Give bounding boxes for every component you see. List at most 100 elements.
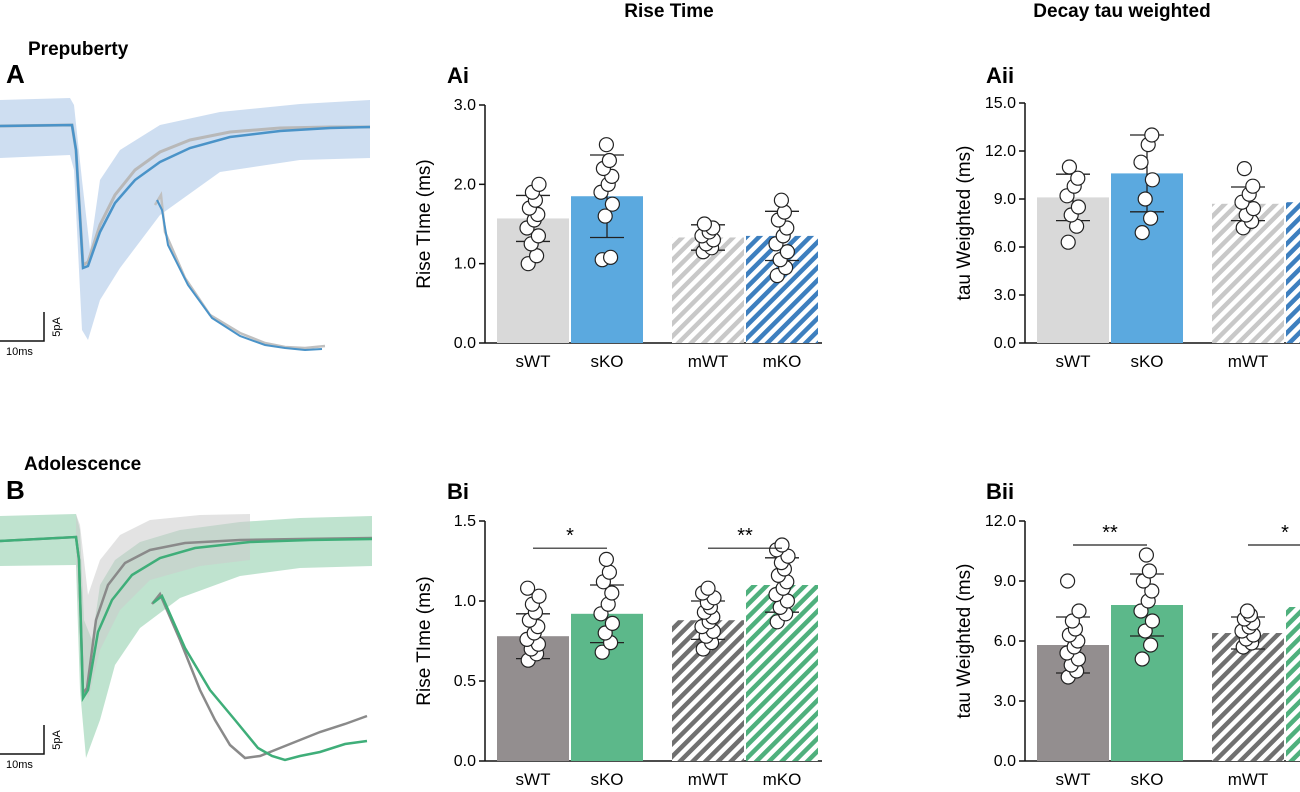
data-point bbox=[604, 585, 620, 601]
y-tick-label: 1.5 bbox=[454, 513, 476, 530]
data-point bbox=[598, 551, 615, 568]
y-tick-label: 1.0 bbox=[454, 256, 476, 273]
data-point bbox=[601, 564, 618, 580]
y-tick-label: 0.5 bbox=[454, 673, 476, 690]
bar-chart-aii: Aii 0.0 3.0 6.0 9.0 12.0 15.0 tau Weighted (ms)… bbox=[954, 63, 1300, 371]
y-tick-label: 9.0 bbox=[994, 191, 1016, 208]
trace-b-wt-band bbox=[76, 514, 250, 700]
data-point bbox=[1070, 199, 1087, 215]
trace-a-ko bbox=[0, 123, 371, 270]
data-point bbox=[602, 249, 619, 265]
significance-marker: ** bbox=[1102, 522, 1118, 544]
panel-label-bi: Bi bbox=[447, 479, 469, 504]
data-point bbox=[773, 192, 790, 208]
data-point bbox=[1144, 127, 1160, 143]
data-point bbox=[779, 244, 796, 260]
y-tick-label: 12.0 bbox=[985, 143, 1016, 160]
data-point bbox=[1134, 225, 1150, 241]
bar-chart-bi: Bi 0.0 0.5 1.0 1.5 Rise TIme (ms) sWT sKO mWT mKO… bbox=[414, 479, 822, 789]
data-point bbox=[1070, 170, 1086, 186]
scale-x-b: 10ms bbox=[6, 759, 33, 771]
trace-b-variance-band bbox=[0, 514, 372, 758]
data-point bbox=[1142, 637, 1159, 653]
data-point bbox=[1144, 583, 1160, 599]
inset-b-ko bbox=[152, 594, 368, 762]
data-point bbox=[1239, 603, 1256, 619]
y-tick-label: 0.0 bbox=[994, 335, 1016, 352]
scale-x-a: 10ms bbox=[6, 346, 33, 358]
bar-mwt bbox=[1212, 633, 1284, 761]
x-tick-label: sKO bbox=[590, 352, 623, 371]
significance-marker: ** bbox=[737, 525, 753, 547]
bar-mko bbox=[1286, 607, 1300, 761]
panel-label-bii: Bii bbox=[986, 479, 1014, 504]
y-axis-label: Rise TIme (ms) bbox=[414, 576, 435, 705]
scale-y-a: 5pA bbox=[51, 317, 63, 337]
x-tick-label: sKO bbox=[1130, 352, 1163, 371]
header-rise-time: Rise Time bbox=[624, 1, 713, 22]
header-decay-tau: Decay tau weighted bbox=[1033, 1, 1210, 22]
y-tick-label: 3.0 bbox=[454, 97, 476, 114]
data-point bbox=[594, 644, 610, 660]
y-tick-label: 3.0 bbox=[994, 287, 1016, 304]
x-tick-label: mWT bbox=[1228, 352, 1269, 371]
bar-mko bbox=[1286, 202, 1300, 343]
x-tick-label: mKO bbox=[763, 352, 802, 371]
data-point bbox=[1134, 651, 1150, 667]
data-point bbox=[1133, 154, 1149, 170]
scale-bar-b bbox=[0, 725, 45, 755]
data-point bbox=[1071, 603, 1087, 619]
data-point bbox=[598, 137, 615, 153]
trace-panel-a: 10ms 5pA bbox=[0, 98, 371, 358]
x-tick-label: sWT bbox=[516, 352, 551, 371]
data-point bbox=[1236, 161, 1253, 177]
y-tick-label: 0.0 bbox=[454, 753, 476, 770]
trace-a-variance-band bbox=[0, 98, 370, 340]
data-point bbox=[774, 537, 790, 553]
bar-chart-bii: Bii 0.0 3.0 6.0 9.0 12.0 tau Weighted (ms) sWT s… bbox=[954, 479, 1300, 789]
panel-label-ai: Ai bbox=[447, 63, 469, 88]
y-tick-label: 6.0 bbox=[994, 633, 1016, 650]
y-axis-label: Rise TIme (ms) bbox=[414, 159, 435, 288]
data-point bbox=[696, 216, 713, 232]
x-tick-label: mWT bbox=[688, 352, 729, 371]
data-point bbox=[1144, 172, 1161, 188]
data-point bbox=[1060, 234, 1076, 250]
data-point bbox=[1061, 159, 1078, 175]
bar-chart-ai: Ai 0.0 1.0 2.0 3.0 Rise TIme (ms) sWT sKO mWT mKO bbox=[414, 63, 822, 371]
data-point bbox=[1137, 191, 1153, 207]
data-point bbox=[604, 615, 621, 632]
data-point bbox=[1059, 573, 1076, 589]
x-tick-label: mKO bbox=[763, 770, 802, 787]
data-point bbox=[1245, 178, 1261, 194]
panel-label-b: B bbox=[6, 475, 25, 505]
y-tick-label: 1.0 bbox=[454, 593, 476, 610]
data-point bbox=[597, 208, 613, 224]
panel-title-adolescence: Adolescence bbox=[24, 454, 141, 475]
data-point bbox=[1138, 547, 1155, 563]
y-tick-label: 0.0 bbox=[994, 753, 1016, 770]
significance-marker: * bbox=[1281, 522, 1289, 544]
x-tick-label: sKO bbox=[590, 770, 623, 787]
x-tick-label: mWT bbox=[1228, 770, 1269, 787]
data-point bbox=[700, 580, 716, 596]
data-point bbox=[1144, 613, 1161, 629]
data-point bbox=[531, 588, 547, 604]
x-tick-label: mWT bbox=[688, 770, 729, 787]
x-tick-label: sWT bbox=[1056, 352, 1091, 371]
scale-bar-a bbox=[0, 312, 45, 342]
data-point bbox=[1141, 563, 1158, 579]
data-point bbox=[1142, 210, 1159, 226]
y-axis-label: tau Weighted (ms) bbox=[954, 564, 975, 719]
x-tick-label: sWT bbox=[516, 770, 551, 787]
data-point bbox=[530, 228, 547, 244]
panel-label-a: A bbox=[6, 59, 25, 89]
x-tick-label: sWT bbox=[1056, 770, 1091, 787]
y-tick-label: 12.0 bbox=[985, 513, 1016, 530]
inset-b-wt bbox=[151, 591, 368, 760]
trace-panel-b: 10ms 5pA bbox=[0, 514, 373, 771]
y-tick-label: 0.0 bbox=[454, 335, 476, 352]
data-point bbox=[519, 580, 536, 596]
panel-label-aii: Aii bbox=[986, 63, 1014, 88]
